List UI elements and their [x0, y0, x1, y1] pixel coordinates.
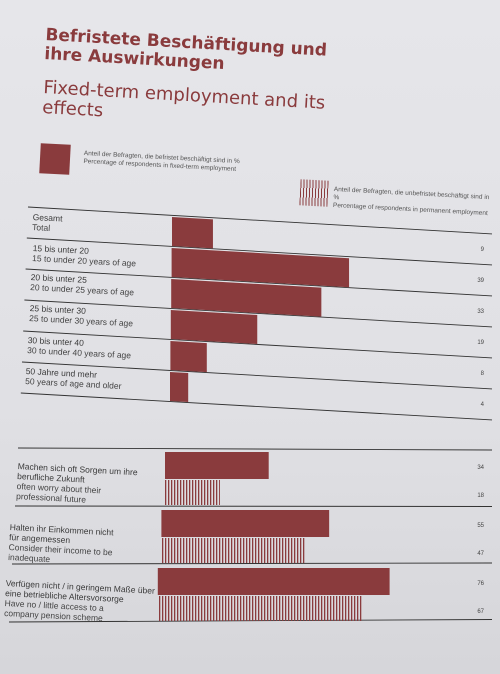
row-divider — [11, 562, 493, 565]
value-label-fixed: 76 — [477, 581, 484, 587]
bar-permanent — [161, 538, 305, 563]
bar-fixed-term — [157, 568, 390, 595]
bar-fixed-term — [171, 278, 322, 317]
row-divider — [25, 268, 493, 297]
bar-permanent — [157, 596, 363, 621]
value-label: 9 — [481, 247, 485, 253]
value-label: 33 — [477, 309, 484, 315]
bar-fixed-term — [165, 452, 269, 479]
value-label-permanent: 67 — [477, 609, 484, 615]
bar-fixed-term — [171, 248, 350, 288]
value-label: 4 — [481, 402, 485, 408]
value-label: 8 — [481, 371, 485, 377]
row-divider — [26, 237, 493, 266]
bar-permanent — [165, 480, 220, 505]
row-divider — [17, 447, 493, 451]
row-divider — [24, 299, 493, 328]
row-divider — [20, 392, 493, 421]
value-label-fixed: 55 — [477, 523, 484, 529]
row-divider — [21, 361, 493, 390]
bar-fixed-term — [161, 510, 330, 537]
value-label: 39 — [477, 278, 484, 284]
bar-fixed-term — [170, 310, 258, 344]
bar-fixed-term — [172, 217, 213, 249]
row-divider — [27, 206, 493, 235]
bar-fixed-term — [170, 341, 207, 373]
row-divider — [14, 505, 493, 507]
value-label-permanent: 18 — [477, 493, 484, 499]
value-label-permanent: 47 — [477, 551, 484, 557]
row-divider — [23, 330, 493, 359]
bar-fixed-term — [170, 372, 189, 403]
value-label-fixed: 34 — [477, 465, 484, 471]
value-label: 19 — [477, 340, 484, 346]
